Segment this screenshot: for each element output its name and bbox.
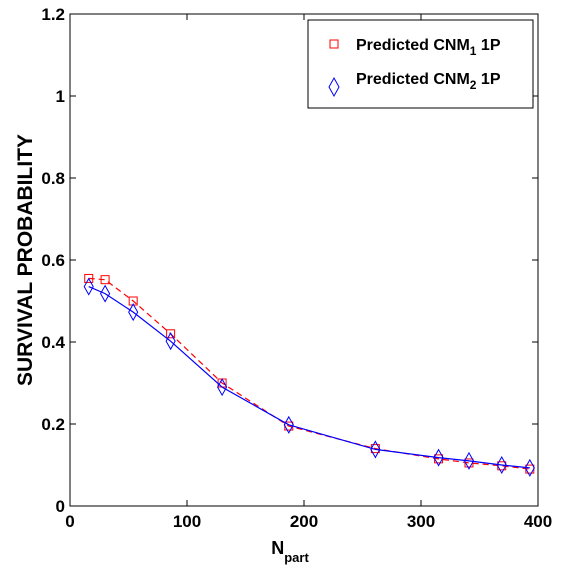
y-tick-label: 0.4 bbox=[41, 333, 65, 352]
legend-label-1-main: Predicted CNM bbox=[356, 37, 470, 54]
legend-marker-diamond bbox=[328, 76, 340, 98]
series-layer bbox=[83, 273, 535, 477]
y-tick-label: 0 bbox=[56, 497, 65, 516]
x-axis-label-sub: part bbox=[284, 550, 309, 565]
legend-label-2-sub: 2 bbox=[470, 78, 477, 92]
x-axis-label: Npart bbox=[271, 538, 309, 565]
legend-label-1-sub: 1 bbox=[470, 44, 477, 58]
data-point-diamond bbox=[524, 458, 535, 477]
legend-label-1: Predicted CNM1 1P bbox=[356, 37, 501, 58]
series-line-1 bbox=[88, 277, 530, 470]
x-axis-label-main: N bbox=[271, 538, 284, 558]
data-point-diamond bbox=[463, 451, 475, 470]
x-tick-label: 300 bbox=[407, 512, 435, 531]
y-tick-label: 0.8 bbox=[41, 169, 65, 188]
data-point-square bbox=[166, 329, 176, 339]
legend-label-1-suffix: 1P bbox=[476, 37, 500, 54]
data-point-square bbox=[84, 273, 94, 283]
data-point-diamond bbox=[100, 284, 111, 303]
data-point-diamond bbox=[370, 440, 381, 459]
legend-label-2-main: Predicted CNM bbox=[356, 71, 470, 88]
data-point-diamond bbox=[283, 415, 294, 434]
y-tick-label: 1.2 bbox=[41, 5, 65, 24]
series-line-2 bbox=[88, 286, 530, 469]
data-point-diamond bbox=[165, 332, 176, 351]
y-axis-label: SURVIVAL PROBABILITY bbox=[14, 134, 37, 386]
axis-ticks: 0 100 200 300 400 0 0.2 0.4 0.6 0.8 1 1.2 bbox=[41, 5, 552, 531]
y-tick-label: 0.6 bbox=[41, 251, 65, 270]
data-point-diamond bbox=[496, 455, 507, 475]
legend-label-2: Predicted CNM2 1P bbox=[356, 71, 501, 92]
data-point-diamond bbox=[83, 277, 94, 296]
x-tick-label: 100 bbox=[173, 512, 201, 531]
x-tick-label: 200 bbox=[290, 512, 318, 531]
data-point-diamond bbox=[433, 448, 444, 467]
y-tick-label: 1 bbox=[56, 87, 65, 106]
legend-entry-2: Predicted CNM2 1P bbox=[328, 71, 501, 98]
x-tick-label: 0 bbox=[65, 512, 74, 531]
legend-label-2-suffix: 1P bbox=[476, 71, 500, 88]
data-point-square bbox=[464, 458, 474, 468]
y-tick-label: 0.2 bbox=[41, 415, 65, 434]
legend-entry-1: Predicted CNM1 1P bbox=[329, 37, 501, 58]
legend-box bbox=[307, 19, 534, 109]
data-point-diamond bbox=[217, 378, 228, 397]
legend-marker-square bbox=[329, 39, 339, 49]
x-tick-label: 400 bbox=[524, 512, 552, 531]
data-point-square bbox=[100, 275, 110, 285]
data-point-diamond bbox=[128, 303, 139, 322]
legend: Predicted CNM1 1P Predicted CNM2 1P bbox=[307, 19, 534, 109]
